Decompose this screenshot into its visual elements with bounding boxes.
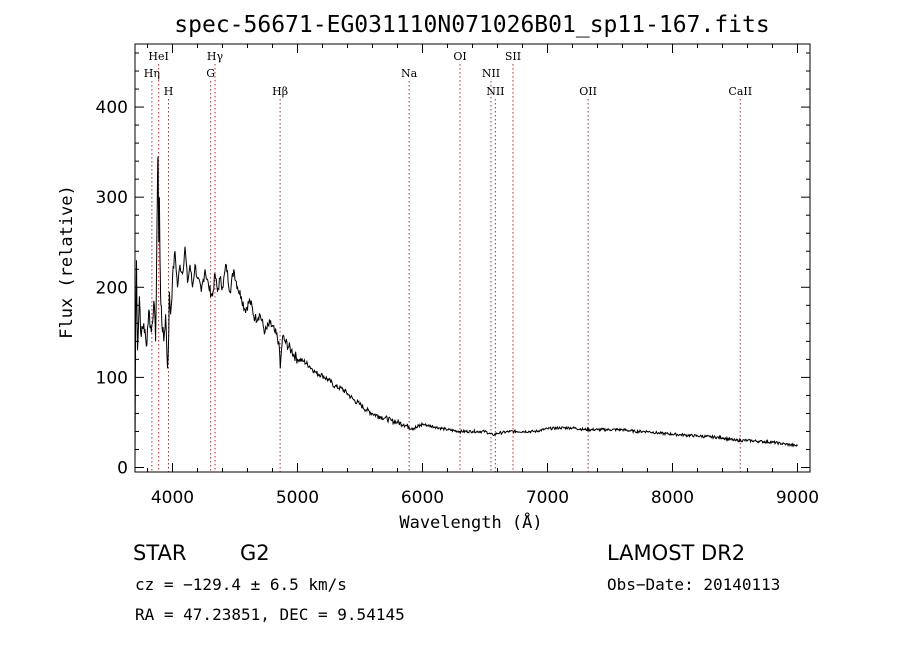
y-tick-label: 0 <box>117 458 128 478</box>
coordinates: RA = 47.23851, DEC = 9.54145 <box>135 605 405 624</box>
x-tick-label: 9000 <box>776 488 819 508</box>
spectral-line-label: G <box>206 67 215 80</box>
object-class: STAR <box>133 541 186 565</box>
survey-name: LAMOST DR2 <box>607 541 745 565</box>
info-panel: STAR G2 LAMOST DR2 cz = −129.4 ± 6.5 km/… <box>133 541 780 624</box>
spectral-line-label: NII <box>486 85 504 98</box>
redshift-value: cz = −129.4 ± 6.5 km/s <box>135 575 347 594</box>
spectral-line-label: NII <box>482 67 500 80</box>
spectral-line-label: Hη <box>144 67 160 80</box>
chart-title: spec-56671-EG031110N071026B01_sp11-167.f… <box>174 12 769 38</box>
plot-frame <box>134 43 811 473</box>
y-tick-label: 400 <box>96 98 128 118</box>
subclass: G2 <box>240 541 270 565</box>
obs-date: Obs−Date: 20140113 <box>607 575 780 594</box>
x-tick-label: 4000 <box>151 488 194 508</box>
spectrum-series-line <box>134 156 798 464</box>
spectral-line-label: Hγ <box>207 50 224 63</box>
spectral-line-label: SII <box>505 50 521 63</box>
x-tick-label: 6000 <box>401 488 444 508</box>
spectral-line-label: Hβ <box>272 85 288 98</box>
series-layer <box>134 156 798 464</box>
spectral-line-label: H <box>164 85 174 98</box>
y-axis-label: Flux (relative) <box>57 185 77 339</box>
x-tick-label: 7000 <box>526 488 569 508</box>
spectral-line-label: CaII <box>728 85 752 98</box>
x-axis-label: Wavelength (Å) <box>399 511 542 533</box>
spectral-lines-layer: HeI Hη H Hγ G Hβ Na OI NII NII OII SII CaII <box>144 50 752 472</box>
axes: 4000 5000 6000 7000 8000 9000 0 100 200 300 400 <box>96 44 819 508</box>
y-tick-label: 100 <box>96 368 128 388</box>
spectral-line-label: Na <box>401 67 418 80</box>
spectral-line-label: HeI <box>148 50 168 63</box>
x-tick-label: 5000 <box>276 488 319 508</box>
y-tick-label: 200 <box>96 278 128 298</box>
x-tick-label: 8000 <box>651 488 694 508</box>
spectral-line-label: OI <box>453 50 466 63</box>
spectral-line-label: OII <box>579 85 597 98</box>
y-tick-label: 300 <box>96 188 128 208</box>
